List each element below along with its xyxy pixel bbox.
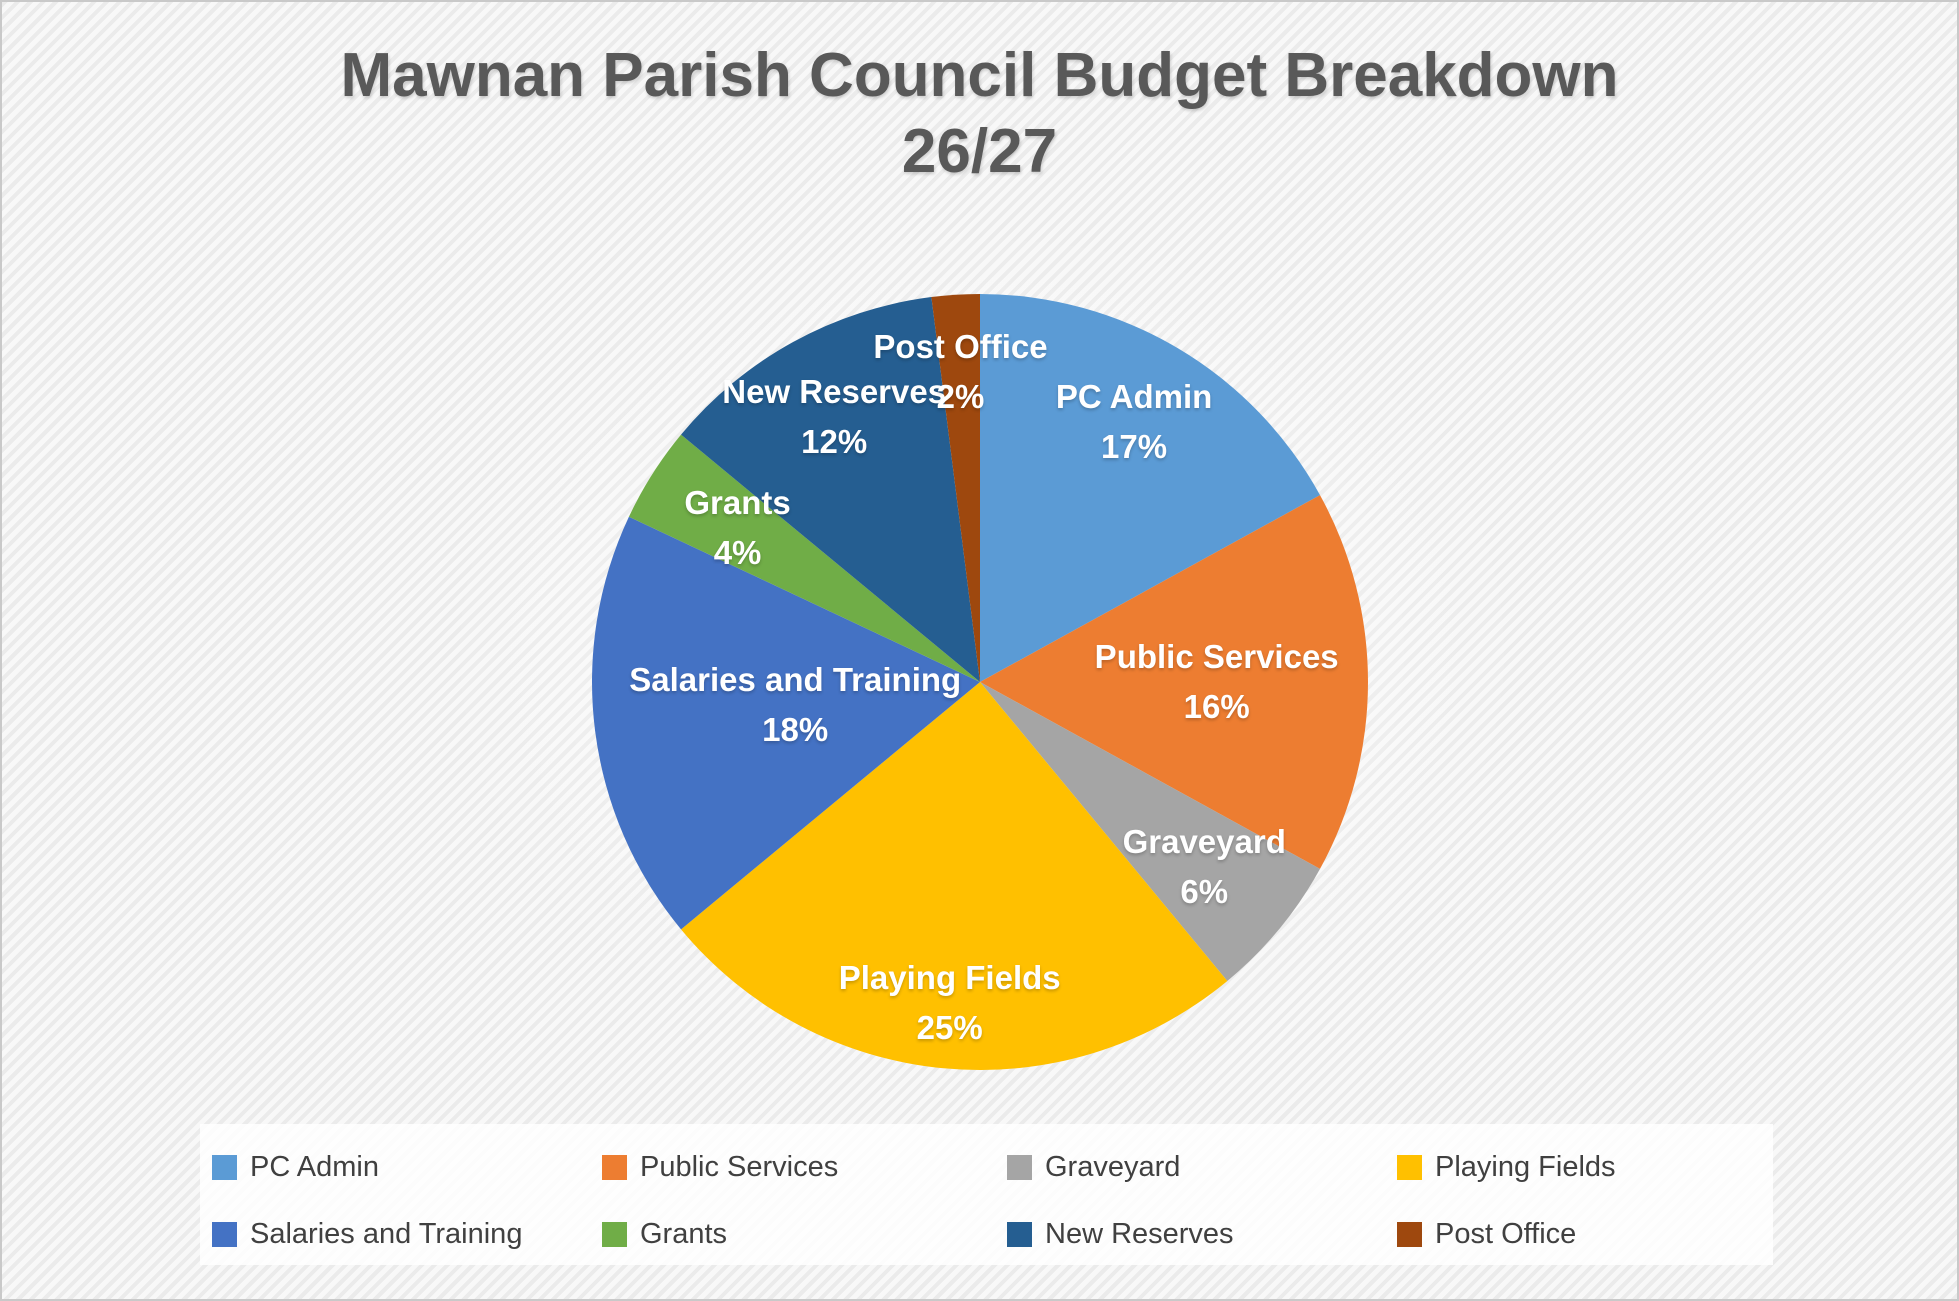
legend-item-public-services[interactable]: Public Services [602, 1148, 838, 1186]
legend-color-swatch [1397, 1154, 1422, 1180]
legend-color-swatch [1007, 1154, 1032, 1180]
legend-label: Graveyard [1045, 1151, 1181, 1183]
legend-label: Post Office [1435, 1218, 1577, 1250]
legend-item-grants[interactable]: Grants [602, 1215, 727, 1253]
chart-title-line2: 26/27 [901, 117, 1058, 186]
legend-item-post-office[interactable]: Post Office [1397, 1215, 1576, 1253]
legend-label: PC Admin [250, 1151, 379, 1183]
chart-title: Mawnan Parish Council Budget Breakdown 2… [2, 38, 1957, 190]
pie-slice-playing-fields[interactable] [681, 682, 1228, 1070]
chart-legend: PC Admin Public Services Graveyard Playing … [200, 1124, 1773, 1265]
legend-color-swatch [1397, 1221, 1422, 1247]
legend-item-salaries-and-training[interactable]: Salaries and Training [212, 1215, 522, 1253]
pie-slice-post-office[interactable] [931, 294, 980, 682]
legend-color-swatch [602, 1154, 627, 1180]
legend-item-playing-fields[interactable]: Playing Fields [1397, 1148, 1616, 1186]
chart-title-line1: Mawnan Parish Council Budget Breakdown [340, 41, 1619, 110]
legend-label: New Reserves [1045, 1218, 1234, 1250]
legend-color-swatch [212, 1221, 237, 1247]
pie-slice-public-services[interactable] [980, 495, 1368, 869]
legend-label: Playing Fields [1435, 1151, 1616, 1183]
pie-slice-grants[interactable] [628, 434, 980, 682]
legend-color-swatch [602, 1221, 627, 1247]
pie-slice-salaries-and-training[interactable] [591, 516, 980, 930]
legend-label: Salaries and Training [250, 1218, 523, 1250]
legend-color-swatch [1007, 1221, 1032, 1247]
pie-slice-graveyard[interactable] [980, 682, 1321, 981]
legend-item-new-reserves[interactable]: New Reserves [1007, 1215, 1234, 1253]
legend-item-pc-admin[interactable]: PC Admin [212, 1148, 379, 1186]
pie-slice-pc-admin[interactable] [980, 294, 1321, 682]
legend-item-graveyard[interactable]: Graveyard [1007, 1148, 1180, 1186]
legend-label: Grants [640, 1218, 728, 1250]
legend-color-swatch [212, 1154, 237, 1180]
pie-slice-new-reserves[interactable] [681, 297, 980, 682]
legend-label: Public Services [640, 1151, 839, 1183]
